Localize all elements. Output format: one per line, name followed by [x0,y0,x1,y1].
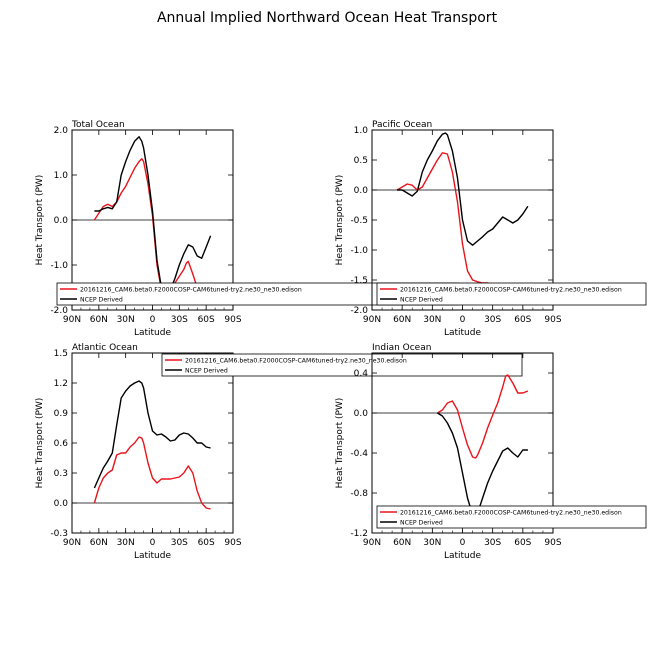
x-tick-label: 30N [117,315,135,325]
x-tick-label: 0 [150,538,156,548]
legend-label: 20161216_CAM6.beta0.F2000COSP-CAM6tuned-… [400,287,622,294]
x-tick-label: 30N [117,538,135,548]
ncep-series-line [397,132,529,246]
legend-box [376,505,647,529]
legend: 20161216_CAM6.beta0.F2000COSP-CAM6tuned-… [161,353,523,377]
chart-panel-4: Indian Ocean 90N 60N 30N 0 30S 60S 90S -1.2 -0.8 -… [335,343,647,561]
x-tick-label: 60N [393,315,411,325]
y-tick-label: 1.0 [354,126,369,136]
panel-title: Pacific Ocean [372,120,432,130]
y-tick-label: 0.9 [54,409,69,419]
panel-title: Indian Ocean [372,343,431,353]
x-tick-label: 90S [224,538,241,548]
x-tick-label: 60N [90,315,108,325]
y-tick-label: 0.0 [354,409,369,419]
x-tick-label: 30N [423,315,441,325]
y-tick-label: 0.5 [354,156,368,166]
x-tick-label: 60S [514,315,531,325]
legend-label: NCEP Derived [185,368,228,375]
x-tick-label: 30S [484,538,501,548]
y-tick-label: 0.0 [54,499,69,509]
y-tick-label: -2.0 [350,306,368,316]
model-series-line [93,436,211,510]
y-axis-label: Heat Transport (PW) [335,175,345,266]
chart-panel-3: Atlantic Ocean 90N 60N 30N 0 30S 60S 90S -0.3 0.0… [35,343,523,561]
y-tick-label: -1.5 [350,276,368,286]
x-tick-label: 60S [198,538,215,548]
x-tick-label: 30S [171,538,188,548]
plot-frame [71,352,234,534]
x-axis-label: Latitude [444,551,482,561]
legend-label: NCEP Derived [80,297,123,304]
y-tick-label: 0.6 [54,439,69,449]
x-tick-label: 90N [363,538,381,548]
y-tick-label: 1.5 [54,349,68,359]
y-tick-label: -0.4 [350,449,368,459]
y-tick-label: 1.2 [54,379,68,389]
legend-label: NCEP Derived [400,520,443,527]
chart-panel-2: Pacific Ocean 90N 60N 30N 0 30S 60S 90S -2.0 -1.5… [335,120,647,338]
ncep-series-line [94,136,212,295]
y-tick-label: -1.2 [350,529,368,539]
y-tick-label: 2.0 [54,126,69,136]
x-tick-label: 90N [63,315,81,325]
x-tick-label: 60N [393,538,411,548]
y-tick-label: -0.3 [50,529,68,539]
y-tick-label: -1.0 [50,261,68,271]
y-tick-label: 0.0 [54,216,69,226]
y-tick-label: -0.5 [350,216,368,226]
model-series-line [396,152,529,299]
x-tick-label: 30S [171,315,188,325]
y-tick-label: 0.4 [354,369,369,379]
panel-title: Atlantic Ocean [72,343,138,353]
legend-label: 20161216_CAM6.beta0.F2000COSP-CAM6tuned-… [400,510,622,517]
x-tick-label: 0 [460,315,466,325]
model-series-line [93,158,211,298]
legend-label: NCEP Derived [400,297,443,304]
ncep-series-line [93,380,211,489]
y-tick-label: 1.0 [54,171,69,181]
y-axis-label: Heat Transport (PW) [35,398,45,489]
model-series-line [437,374,529,459]
y-tick-label: -1.0 [350,246,368,256]
y-axis-label: Heat Transport (PW) [335,398,345,489]
x-axis-label: Latitude [444,328,482,338]
x-tick-label: 90N [63,538,81,548]
x-tick-label: 90S [544,538,561,548]
x-tick-label: 30S [484,315,501,325]
ncep-series-line [437,412,528,518]
x-tick-label: 30N [423,538,441,548]
x-tick-label: 60S [198,315,215,325]
x-tick-label: 90S [224,315,241,325]
x-tick-label: 90N [363,315,381,325]
x-tick-label: 0 [460,538,466,548]
chart-panel-1: Total Ocean 90N 60N 30N 0 30S 60S 90S -2.0 -1.0 0.… [35,120,460,338]
legend-label: 20161216_CAM6.beta0.F2000COSP-CAM6tuned-… [185,358,407,365]
y-tick-label: 0.3 [54,469,68,479]
legend-box [161,353,523,377]
page-title: Annual Implied Northward Ocean Heat Tran… [157,10,498,26]
x-tick-label: 90S [544,315,561,325]
x-axis-label: Latitude [134,551,172,561]
legend: 20161216_CAM6.beta0.F2000COSP-CAM6tuned-… [376,505,647,529]
x-tick-label: 60N [90,538,108,548]
legend: 20161216_CAM6.beta0.F2000COSP-CAM6tuned-… [376,282,647,306]
x-tick-label: 0 [150,315,156,325]
y-tick-label: -0.8 [350,489,368,499]
x-axis-label: Latitude [134,328,172,338]
y-axis-label: Heat Transport (PW) [35,175,45,266]
x-tick-label: 60S [514,538,531,548]
y-tick-label: -2.0 [50,306,68,316]
legend-label: 20161216_CAM6.beta0.F2000COSP-CAM6tuned-… [80,287,302,294]
legend-box [376,282,647,306]
y-tick-label: 0.0 [354,186,369,196]
panel-title: Total Ocean [71,120,125,130]
